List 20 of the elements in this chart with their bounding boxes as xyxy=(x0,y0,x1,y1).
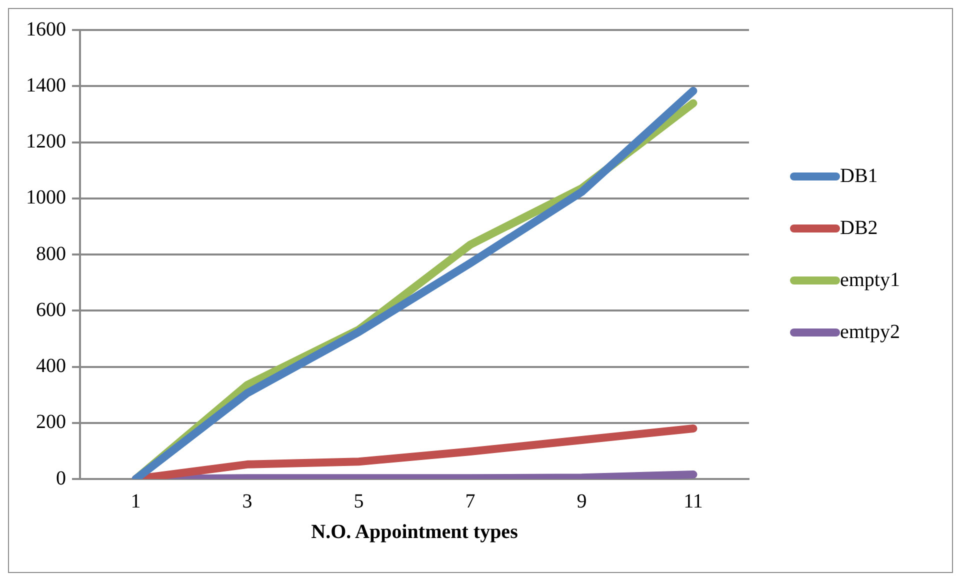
y-tick-label: 200 xyxy=(36,411,66,434)
y-tick-label: 1200 xyxy=(26,130,66,152)
y-tick-label: 400 xyxy=(36,355,66,377)
y-tick-label: 600 xyxy=(36,298,66,321)
x-tick-label: 9 xyxy=(576,490,587,512)
x-tick-label: 1 xyxy=(130,490,141,512)
y-tick-label: 1000 xyxy=(26,186,66,209)
y-tick-label: 800 xyxy=(36,242,66,265)
legend-label: empty1 xyxy=(840,268,900,291)
legend-label: emtpy2 xyxy=(840,320,900,343)
x-axis-title: N.O. Appointment types xyxy=(311,521,518,544)
y-tick-label: 1600 xyxy=(26,18,66,40)
y-tick-label: 1400 xyxy=(26,74,66,96)
x-tick-label: 5 xyxy=(354,490,364,512)
x-tick-label: 11 xyxy=(684,490,703,512)
x-tick-label: 3 xyxy=(242,490,252,512)
legend-label: DB1 xyxy=(840,164,878,187)
x-tick-label: 7 xyxy=(465,490,476,512)
y-tick-label: 0 xyxy=(56,467,66,490)
legend-label: DB2 xyxy=(840,216,878,239)
